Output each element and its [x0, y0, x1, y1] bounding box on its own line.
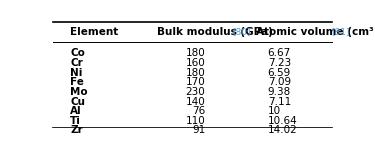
Text: 91: 91	[192, 126, 205, 136]
Text: 170: 170	[186, 77, 205, 87]
Text: Fe: Fe	[70, 77, 84, 87]
Text: Zr: Zr	[70, 126, 83, 136]
Text: 7.11: 7.11	[268, 97, 291, 107]
Text: Co: Co	[70, 48, 85, 58]
Text: 10.64: 10.64	[268, 116, 297, 126]
Text: 6.59: 6.59	[268, 68, 291, 78]
Text: Ni: Ni	[70, 68, 82, 78]
Text: 7.23: 7.23	[268, 58, 291, 68]
Text: Al: Al	[70, 106, 82, 116]
Text: 10: 10	[268, 106, 281, 116]
Text: 76: 76	[192, 106, 205, 116]
Text: [80]: [80]	[232, 27, 251, 36]
Text: 180: 180	[186, 68, 205, 78]
Text: Atomic volume (cm³ mol⁻¹): Atomic volume (cm³ mol⁻¹)	[256, 27, 375, 37]
Text: Ti: Ti	[70, 116, 81, 126]
Text: Cu: Cu	[70, 97, 85, 107]
Text: [81]: [81]	[331, 27, 350, 36]
Text: Mo: Mo	[70, 87, 88, 97]
Text: Element: Element	[70, 27, 118, 37]
Text: 110: 110	[186, 116, 205, 126]
Text: 230: 230	[186, 87, 205, 97]
Text: 6.67: 6.67	[268, 48, 291, 58]
Text: Bulk modulus (GPa): Bulk modulus (GPa)	[158, 27, 277, 37]
Text: 9.38: 9.38	[268, 87, 291, 97]
Text: 14.02: 14.02	[268, 126, 297, 136]
Text: 7.09: 7.09	[268, 77, 291, 87]
Text: 160: 160	[186, 58, 205, 68]
Text: 140: 140	[186, 97, 205, 107]
Text: 180: 180	[186, 48, 205, 58]
Text: Cr: Cr	[70, 58, 83, 68]
